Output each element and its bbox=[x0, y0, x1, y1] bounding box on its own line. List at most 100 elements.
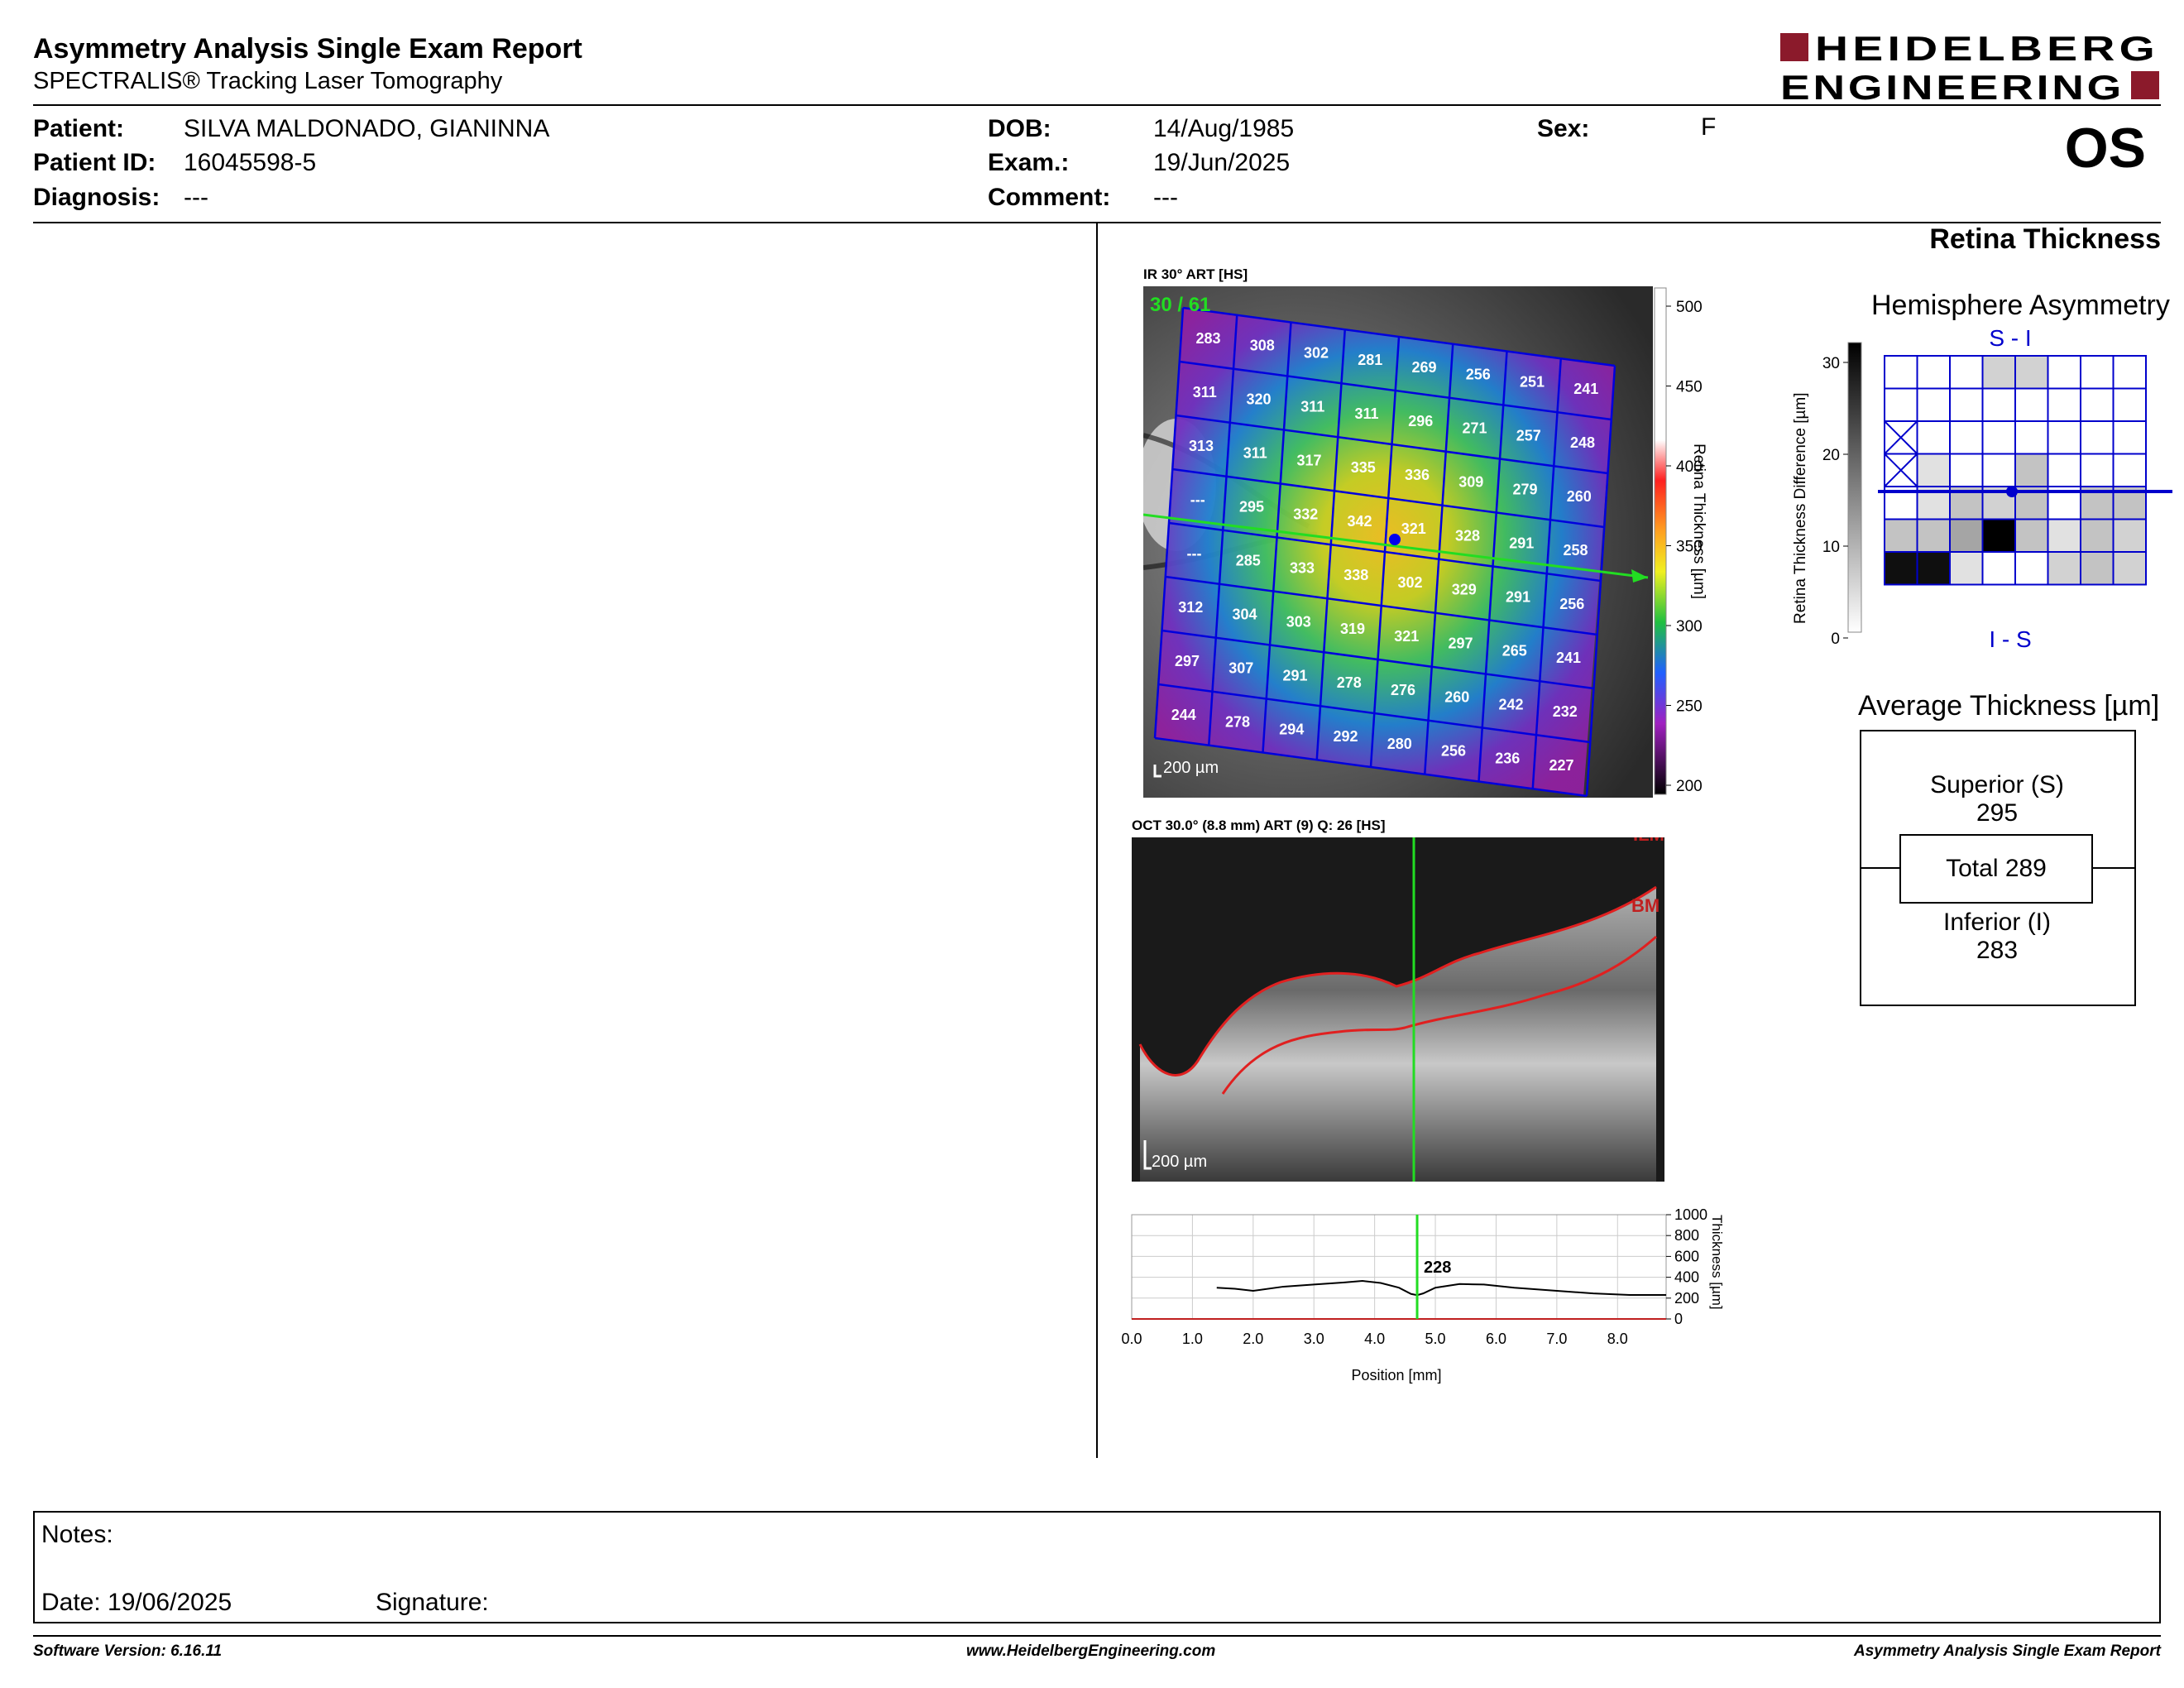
superior-value: 295 bbox=[1976, 799, 2019, 827]
profile-y-tick: 1000 bbox=[1674, 1206, 1707, 1223]
total-box: Total 289 bbox=[1899, 834, 2093, 904]
report-title: Asymmetry Analysis Single Exam Report bbox=[33, 33, 582, 65]
hemisphere-y-label: Retina Thickness Difference [µm] bbox=[1792, 392, 1809, 624]
profile-x-tick: 2.0 bbox=[1243, 1331, 1263, 1347]
grid-cell-value: 281 bbox=[1358, 352, 1382, 368]
column-divider bbox=[1096, 222, 1098, 1458]
inferior-value: 283 bbox=[1976, 937, 2019, 964]
hemisphere-cell bbox=[2047, 420, 2081, 455]
hemisphere-cell bbox=[1949, 387, 1984, 422]
ilm-label: ILM bbox=[1633, 837, 1664, 845]
excluded-cell-cross bbox=[1884, 420, 1918, 455]
exam-label: Exam.: bbox=[988, 149, 1070, 176]
grid-cell-value: 338 bbox=[1343, 567, 1368, 583]
grid-cell-value: 292 bbox=[1333, 728, 1358, 745]
profile-y-ticks: 1000 800 600 400 200 0 bbox=[1666, 1206, 1707, 1327]
grid-cell-value: 227 bbox=[1549, 757, 1573, 774]
grid-cell-value: 321 bbox=[1394, 628, 1419, 645]
diagnosis-label: Diagnosis: bbox=[33, 184, 160, 211]
grid-cell-value: 269 bbox=[1411, 359, 1436, 376]
grid-cell-value: 302 bbox=[1304, 344, 1329, 361]
fovea-marker bbox=[1389, 534, 1401, 545]
hemisphere-tick-label: 20 bbox=[1822, 447, 1840, 464]
hemisphere-cell bbox=[2080, 420, 2115, 455]
profile-y-tick: 200 bbox=[1674, 1290, 1699, 1307]
excluded-cell-cross bbox=[1884, 453, 1918, 487]
grid-line bbox=[1531, 358, 1562, 789]
grid-cell-value: 304 bbox=[1232, 607, 1257, 623]
grid-cell-value: 265 bbox=[1502, 642, 1527, 659]
grid-cell-value: 303 bbox=[1286, 613, 1311, 630]
notes-box[interactable] bbox=[33, 1511, 2161, 1623]
hemisphere-cell bbox=[1981, 420, 2016, 455]
ir-scale-label: 200 µm bbox=[1163, 759, 1219, 777]
scan-counter: 30 / 61 bbox=[1150, 294, 1210, 316]
hemisphere-cell bbox=[2112, 518, 2147, 553]
hemisphere-cell bbox=[2014, 387, 2049, 422]
grid-cell-value: 256 bbox=[1441, 743, 1466, 760]
profile-x-tick: 3.0 bbox=[1304, 1331, 1324, 1347]
grid-line bbox=[1424, 343, 1454, 774]
superior-block: Superior (S) 295 bbox=[1860, 771, 2134, 827]
hemisphere-cell bbox=[1884, 551, 1918, 586]
grid-cell-value: 279 bbox=[1512, 481, 1537, 497]
oct-scale-bar bbox=[1143, 1140, 1152, 1170]
ir-image-label: IR 30° ART [HS] bbox=[1143, 266, 1248, 282]
grid-cell-value: 296 bbox=[1408, 413, 1433, 429]
grid-cell-value: 291 bbox=[1282, 667, 1307, 683]
grid-cell-value: 311 bbox=[1300, 398, 1324, 415]
logo-square-top bbox=[1780, 33, 1808, 61]
grid-cell-value: 342 bbox=[1347, 513, 1372, 530]
grid-cell-value: 329 bbox=[1452, 582, 1477, 598]
hemisphere-cell bbox=[1916, 420, 1951, 455]
grid-cell-value: 258 bbox=[1563, 542, 1588, 559]
profile-x-tick: 5.0 bbox=[1425, 1331, 1446, 1347]
hemisphere-cell bbox=[2047, 551, 2081, 586]
colorbar-tick-label: 400 bbox=[1676, 458, 1703, 476]
grid-cell-value: 321 bbox=[1401, 520, 1426, 537]
oct-image-label: OCT 30.0° (8.8 mm) ART (9) Q: 26 [HS] bbox=[1132, 818, 1386, 833]
hemisphere-bottom-label: I - S bbox=[1989, 626, 2031, 652]
hemisphere-cell bbox=[1884, 387, 1918, 422]
hemisphere-cell bbox=[2112, 551, 2147, 586]
hemisphere-cell bbox=[2080, 453, 2115, 487]
grid-cell-value: 311 bbox=[1354, 405, 1378, 422]
hemisphere-tick-label: 30 bbox=[1822, 355, 1840, 372]
grid-cell-value: 260 bbox=[1567, 488, 1592, 505]
hemisphere-cell bbox=[2112, 387, 2147, 422]
profile-grid bbox=[1131, 1214, 1666, 1320]
grid-cell-value: --- bbox=[1187, 545, 1202, 562]
patient-label: Patient: bbox=[33, 115, 125, 142]
grid-cell-value: 295 bbox=[1239, 499, 1264, 516]
hemisphere-cell bbox=[2080, 518, 2115, 553]
hemisphere-colorbar bbox=[1847, 342, 1862, 633]
grid-cell-value: 328 bbox=[1455, 528, 1480, 544]
website-link[interactable]: www.HeidelbergEngineering.com bbox=[966, 1642, 1216, 1660]
grid-line bbox=[1154, 736, 1588, 798]
section-title: Retina Thickness bbox=[1929, 223, 2161, 255]
profile-y-tick: 600 bbox=[1674, 1248, 1699, 1264]
hemisphere-top-label: S - I bbox=[1989, 326, 2031, 351]
hemisphere-cell bbox=[1981, 518, 2016, 553]
grid-line bbox=[1585, 365, 1616, 797]
scale-bar bbox=[1153, 765, 1161, 778]
hemisphere-cell bbox=[2014, 518, 2049, 553]
grid-line bbox=[1161, 629, 1594, 690]
grid-cell-value: 335 bbox=[1351, 459, 1376, 476]
profile-cursor-value: 228 bbox=[1424, 1259, 1451, 1277]
grid-cell-value: 248 bbox=[1570, 434, 1595, 451]
grid-cell-value: 309 bbox=[1458, 474, 1483, 491]
hemisphere-cell bbox=[2047, 355, 2081, 390]
profile-frame bbox=[1131, 1214, 1667, 1320]
footer-report-name: Asymmetry Analysis Single Exam Report bbox=[1854, 1642, 2161, 1660]
hemisphere-cell bbox=[1916, 355, 1951, 390]
hemisphere-cell bbox=[2080, 551, 2115, 586]
colorbar-tick-label: 500 bbox=[1676, 299, 1703, 316]
profile-x-tick: 1.0 bbox=[1182, 1331, 1203, 1347]
oct-scale-label: 200 µm bbox=[1152, 1153, 1207, 1171]
hemisphere-cell bbox=[2047, 518, 2081, 553]
patient-id-label: Patient ID: bbox=[33, 149, 156, 176]
grid-cell-value: 297 bbox=[1175, 653, 1200, 669]
oct-bscan: ILM BM 200 µm bbox=[1132, 837, 1664, 1182]
grid-cell-value: 319 bbox=[1340, 621, 1365, 637]
